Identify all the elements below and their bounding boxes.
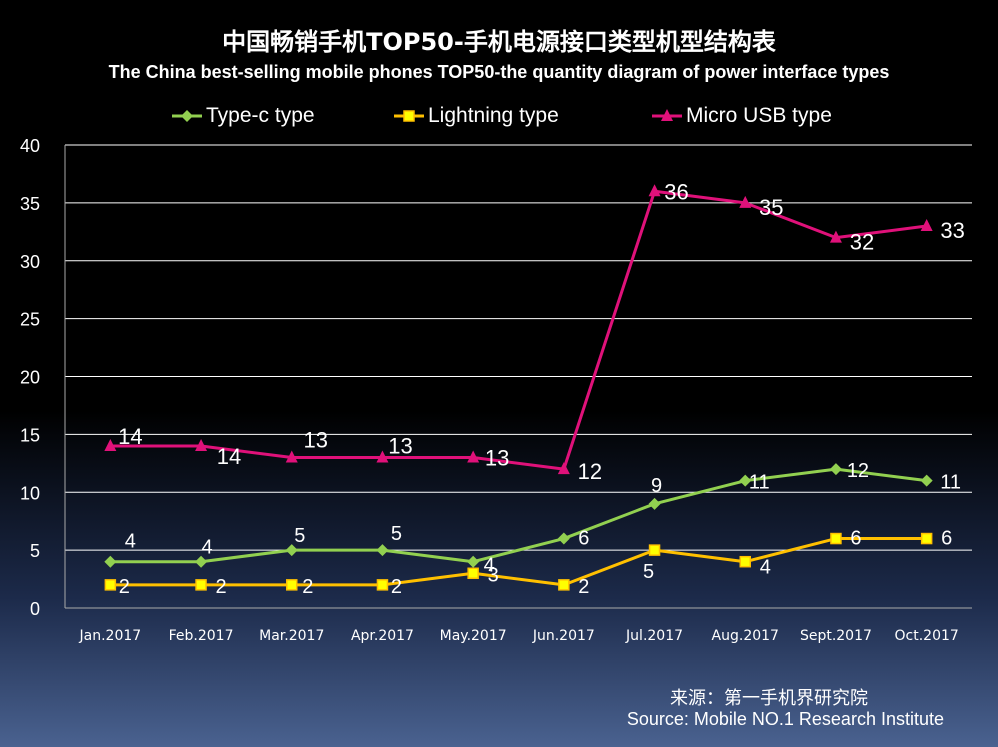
marker-square <box>376 579 389 591</box>
x-tick-label: Jul.2017 <box>625 628 683 644</box>
y-tick-label: 10 <box>20 483 40 503</box>
marker-square <box>286 579 298 591</box>
marker-diamond <box>467 555 480 568</box>
marker-triangle <box>920 219 933 232</box>
marker-triangle <box>648 184 661 197</box>
data-label: 11 <box>749 472 770 494</box>
data-label: 2 <box>391 576 402 598</box>
marker-square <box>104 579 117 591</box>
legend-label-lightning: Lightning type <box>428 104 559 127</box>
data-label: 5 <box>294 525 305 547</box>
marker-diamond <box>195 555 208 568</box>
data-label: 4 <box>201 537 212 559</box>
x-tick-label: Jun.2017 <box>532 628 595 644</box>
data-label: 11 <box>940 472 961 494</box>
legend-item-microusb: Micro USB type <box>652 104 832 128</box>
data-label: 5 <box>391 523 402 545</box>
marker-triangle <box>739 195 752 208</box>
data-label: 36 <box>664 179 688 204</box>
data-label: 12 <box>847 460 869 482</box>
data-label: 3 <box>488 564 499 586</box>
data-label: 2 <box>215 576 226 598</box>
x-tick-label: Aug.2017 <box>712 628 779 644</box>
data-label: 14 <box>118 424 142 449</box>
data-label: 5 <box>643 561 654 583</box>
marker-diamond <box>104 555 117 568</box>
marker-square <box>195 579 207 591</box>
chart-title-en: The China best-selling mobile phones TOP… <box>108 62 890 82</box>
marker-triangle <box>467 450 480 463</box>
marker-square <box>739 555 751 568</box>
data-label: 6 <box>850 528 861 550</box>
marker-square <box>920 532 933 545</box>
data-label: 2 <box>302 576 313 598</box>
legend-item-typec: Type-c type <box>172 104 315 128</box>
y-tick-label: 5 <box>30 541 40 561</box>
series-line-1 <box>110 537 927 587</box>
legend-label-microusb: Micro USB type <box>686 104 832 127</box>
data-label: 2 <box>578 576 589 598</box>
data-label: 6 <box>578 528 589 550</box>
marker-square <box>830 532 842 545</box>
data-label: 32 <box>850 230 874 255</box>
marker-triangle <box>104 438 117 451</box>
data-label: 13 <box>388 434 412 459</box>
x-tick-label: Oct.2017 <box>895 628 959 644</box>
legend-label-typec: Type-c type <box>206 104 315 127</box>
y-tick-label: 15 <box>20 425 40 445</box>
data-label: 4 <box>760 557 771 579</box>
marker-square <box>467 567 479 580</box>
marker-diamond <box>829 463 842 476</box>
marker-triangle <box>557 462 570 475</box>
marker-diamond <box>285 544 298 557</box>
marker-triangle <box>195 438 208 451</box>
data-label: 2 <box>119 576 130 598</box>
data-label: 4 <box>125 531 136 553</box>
x-tick-label: Mar.2017 <box>259 628 324 644</box>
marker-square <box>648 544 661 556</box>
legend-diamond-icon <box>172 104 202 128</box>
x-tick-label: May.2017 <box>440 628 507 644</box>
y-tick-label: 0 <box>30 599 40 619</box>
series-line-2 <box>110 189 927 471</box>
x-tick-label: Feb.2017 <box>169 628 234 644</box>
legend-item-lightning: Lightning type <box>394 104 559 128</box>
marker-diamond <box>739 474 752 487</box>
data-label: 13 <box>485 446 509 471</box>
y-tick-label: 25 <box>20 310 40 330</box>
chart-title-cn: 中国畅销手机TOP50-手机电源接口类型机型结构表 <box>222 28 776 56</box>
y-tick-label: 35 <box>20 194 40 214</box>
marker-diamond <box>648 497 661 510</box>
data-label: 12 <box>578 459 602 484</box>
data-label: 6 <box>941 528 952 550</box>
marker-diamond <box>920 474 933 487</box>
marker-square <box>558 579 570 591</box>
data-label: 35 <box>759 195 783 220</box>
marker-triangle <box>829 230 842 243</box>
source-en: Source: Mobile NO.1 Research Institute <box>626 709 944 729</box>
x-tick-label: Apr.2017 <box>351 628 414 644</box>
data-label: 4 <box>484 555 495 577</box>
series-line-0 <box>110 467 927 564</box>
marker-triangle <box>376 450 389 463</box>
marker-diamond <box>557 532 570 545</box>
x-tick-label: Jan.2017 <box>79 628 142 644</box>
legend-square-icon <box>394 104 424 128</box>
legend-triangle-icon <box>652 104 682 128</box>
source-cn: 来源：第一手机界研究院 <box>670 688 868 708</box>
y-tick-label: 30 <box>20 252 40 272</box>
data-label: 33 <box>940 218 964 243</box>
data-label: 13 <box>304 428 328 453</box>
y-tick-label: 40 <box>20 136 40 156</box>
legend: Type-c type Lightning type Micro USB typ… <box>0 104 998 132</box>
data-label: 14 <box>217 444 241 469</box>
y-tick-label: 20 <box>20 368 40 388</box>
x-tick-label: Sept.2017 <box>800 628 872 644</box>
data-label: 9 <box>651 475 662 497</box>
marker-triangle <box>285 450 298 463</box>
marker-diamond <box>376 544 389 557</box>
